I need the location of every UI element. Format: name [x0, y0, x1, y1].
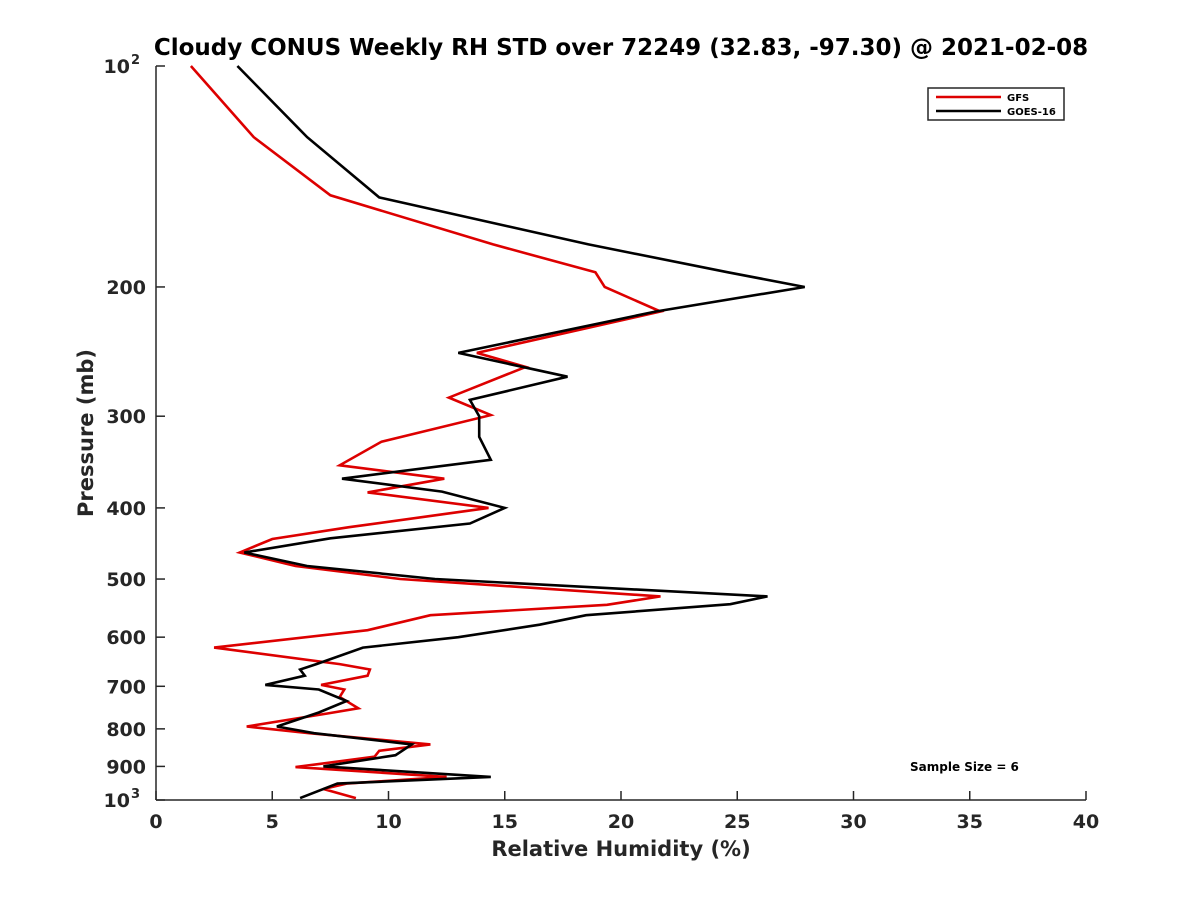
- x-axis-title: Relative Humidity (%): [491, 837, 750, 861]
- sample-size-annotation: Sample Size = 6: [910, 760, 1019, 774]
- series-lines: [189, 65, 805, 800]
- chart-title: Cloudy CONUS Weekly RH STD over 72249 (3…: [154, 35, 1088, 61]
- x-tick-label: 30: [840, 811, 866, 833]
- y-tick-label: 10: [104, 790, 130, 812]
- y-tick-label-exponent: 3: [131, 787, 140, 802]
- y-axis-title: Pressure (mb): [74, 349, 98, 517]
- plot-area: 0 5 10 15 20 25 30 35 40 10 220030040050060070080…: [104, 53, 1100, 833]
- legend-label-goes16: GOES-16: [1007, 107, 1056, 118]
- x-tick-label: 20: [608, 811, 634, 833]
- y-tick-label: 500: [106, 569, 146, 591]
- x-tick-label: 5: [266, 811, 279, 833]
- y-tick-label-base: 10: [104, 56, 130, 78]
- y-tick-label: 10: [104, 56, 130, 78]
- x-tick-label: 35: [957, 811, 983, 833]
- legend-label-gfs: GFS: [1007, 93, 1029, 104]
- x-tick-label: 0: [149, 811, 162, 833]
- y-tick-label: 200: [106, 277, 146, 299]
- y-tick-label: 600: [106, 627, 146, 649]
- x-tick-label: 40: [1073, 811, 1099, 833]
- legend-box: [927, 87, 1065, 121]
- y-tick-label: 400: [106, 498, 146, 520]
- y-tick-label-exponent: 2: [131, 53, 140, 68]
- x-axis-ticks: 0 5 10 15 20 25 30 35 40: [149, 791, 1099, 833]
- y-tick-label: 700: [106, 676, 146, 698]
- x-tick-label: 15: [492, 811, 518, 833]
- x-tick-label: 10: [375, 811, 401, 833]
- y-tick-label: 300: [106, 406, 146, 428]
- series-line-gfs: [189, 65, 665, 800]
- y-tick-label: 900: [106, 756, 146, 778]
- legend: GFS GOES-16: [927, 87, 1065, 121]
- series-line-goes16: [236, 65, 805, 800]
- y-tick-label: 800: [106, 719, 146, 741]
- x-tick-label: 25: [724, 811, 750, 833]
- y-tick-label-base: 10: [104, 790, 130, 812]
